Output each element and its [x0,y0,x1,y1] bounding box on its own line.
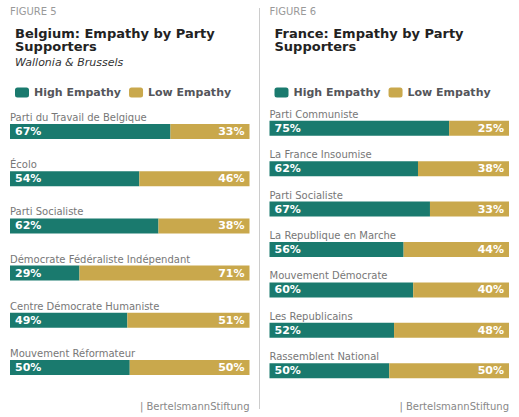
svg-text:Mouvement Réformateur: Mouvement Réformateur [10,348,136,359]
svg-text:Écolo: Écolo [10,158,37,170]
svg-text:50%: 50% [218,361,244,374]
svg-text:56%: 56% [275,243,301,256]
svg-text:La Republique en Marche: La Republique en Marche [270,230,396,241]
svg-text:Parti du Travail de Belgique: Parti du Travail de Belgique [10,112,147,123]
svg-text:67%: 67% [15,125,41,138]
svg-text:48%: 48% [478,324,504,337]
svg-text:Parti Socialiste: Parti Socialiste [270,190,343,201]
svg-text:52%: 52% [275,324,301,337]
svg-text:FIGURE 5: FIGURE 5 [10,6,57,17]
svg-text:33%: 33% [218,125,244,138]
svg-text:Centre Démocrate Humaniste: Centre Démocrate Humaniste [10,301,159,312]
svg-text:62%: 62% [15,219,41,232]
svg-text:38%: 38% [478,162,504,175]
svg-text:High Empathy: High Empathy [294,86,381,99]
svg-text:Parti Communiste: Parti Communiste [270,109,359,120]
svg-text:50%: 50% [275,364,301,377]
svg-text:Rassemblent National: Rassemblent National [270,351,380,362]
svg-text:Supporters: Supporters [275,39,357,54]
svg-text:62%: 62% [275,162,301,175]
svg-text:Low Empathy: Low Empathy [148,86,231,99]
svg-text:46%: 46% [218,172,244,185]
svg-text:40%: 40% [478,283,504,296]
svg-text:49%: 49% [15,314,41,327]
svg-text:38%: 38% [218,219,244,232]
svg-text:Démocrate Fédéraliste Indépend: Démocrate Fédéraliste Indépendant [10,254,190,265]
svg-text:67%: 67% [275,203,301,216]
svg-text:High Empathy: High Empathy [34,86,121,99]
svg-text:Wallonia & Brussels: Wallonia & Brussels [15,56,124,69]
svg-text:25%: 25% [478,122,504,135]
svg-text:60%: 60% [275,283,301,296]
svg-text:La France Insoumise: La France Insoumise [270,149,372,160]
svg-text:51%: 51% [218,314,244,327]
svg-text:France: Empathy by Party: France: Empathy by Party [274,26,464,41]
svg-text:44%: 44% [478,243,504,256]
svg-text:Parti Socialiste: Parti Socialiste [10,206,83,217]
svg-text:Supporters: Supporters [15,39,97,54]
svg-text:FIGURE 6: FIGURE 6 [270,6,317,17]
svg-text:54%: 54% [15,172,41,185]
svg-text:29%: 29% [15,267,41,280]
svg-text:Belgium: Empathy by Party: Belgium: Empathy by Party [15,26,215,41]
svg-text:50%: 50% [15,361,41,374]
svg-text:Mouvement Démocrate: Mouvement Démocrate [270,270,388,281]
svg-text:33%: 33% [478,203,504,216]
svg-text:Les Republicains: Les Republicains [270,311,353,322]
svg-text:71%: 71% [218,267,244,280]
svg-text:| BertelsmannStiftung: | BertelsmannStiftung [140,401,250,413]
svg-text:Low Empathy: Low Empathy [408,86,491,99]
svg-text:50%: 50% [478,364,504,377]
svg-text:| BertelsmannStiftung: | BertelsmannStiftung [399,401,509,413]
svg-text:75%: 75% [275,122,301,135]
